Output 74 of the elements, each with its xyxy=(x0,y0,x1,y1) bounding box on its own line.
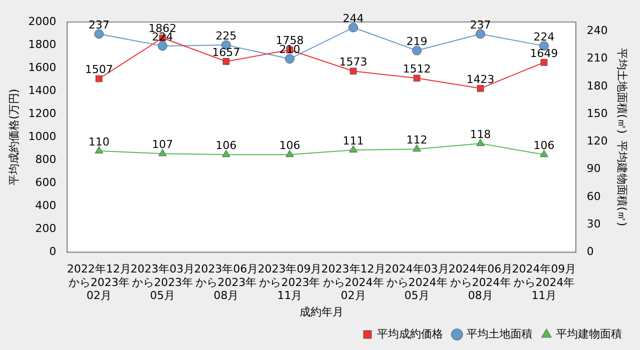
point xyxy=(286,150,294,158)
y2-tick-label: 90 xyxy=(586,162,601,176)
y2-tick-label: 0 xyxy=(586,245,594,258)
point xyxy=(222,150,230,158)
y2-tick-label: 30 xyxy=(586,217,601,230)
y-tick-label: 0 xyxy=(49,245,56,258)
data-label: 219 xyxy=(406,34,428,48)
y-tick-label: 600 xyxy=(35,176,56,189)
data-label: 1657 xyxy=(212,46,240,59)
data-label: 110 xyxy=(88,135,110,148)
x-tick-label: 2024年03月から2024年05月 xyxy=(384,262,449,302)
point xyxy=(284,54,294,64)
data-label: 1573 xyxy=(339,56,368,69)
data-label: 111 xyxy=(342,134,364,148)
point xyxy=(94,29,104,39)
point xyxy=(540,150,548,158)
y-tick-label: 1000 xyxy=(28,130,56,143)
point xyxy=(348,22,358,32)
point xyxy=(349,145,358,152)
y-tick-label: 1200 xyxy=(28,106,56,120)
data-label: 1423 xyxy=(466,72,494,86)
data-label: 244 xyxy=(342,12,364,25)
point xyxy=(412,144,422,152)
point xyxy=(96,75,102,82)
point xyxy=(94,146,104,154)
y2-tick-label: 150 xyxy=(586,106,608,120)
point xyxy=(158,41,168,51)
x-tick-label: 2023年12月から2024年02月 xyxy=(321,262,386,302)
legend-label: 平均土地面積 xyxy=(466,327,532,340)
data-label: 237 xyxy=(470,18,491,32)
data-label: 118 xyxy=(470,128,491,141)
point xyxy=(158,148,167,156)
x-tick-label: 2024年09月から2024年11月 xyxy=(512,262,576,302)
point xyxy=(412,46,422,56)
data-label: 1649 xyxy=(530,46,558,60)
data-label: 106 xyxy=(534,138,555,152)
data-label: 1512 xyxy=(402,62,431,76)
point xyxy=(222,58,230,65)
data-label: 106 xyxy=(216,138,237,152)
point xyxy=(476,138,485,146)
data-label: 237 xyxy=(88,18,110,32)
point xyxy=(476,29,486,39)
y-tick-label: 200 xyxy=(35,222,56,236)
y2-tick-label: 210 xyxy=(586,52,608,65)
y2-tick-label: 240 xyxy=(586,24,608,38)
point xyxy=(477,84,484,92)
y2-tick-label: 120 xyxy=(586,134,608,148)
y-tick-label: 400 xyxy=(35,199,56,212)
x-tick-label: 2022年12月から2023年02月 xyxy=(66,262,131,302)
legend-label: 平均成約価格 xyxy=(377,327,443,340)
y-tick-label: 1400 xyxy=(28,84,56,97)
data-label: 1507 xyxy=(84,63,113,76)
data-label: 106 xyxy=(279,138,300,152)
y-axis-title: 平均成約価格(万円) xyxy=(7,88,20,186)
y2-tick-label: 60 xyxy=(586,190,601,203)
x-tick-label: 2023年09月から2023年11月 xyxy=(258,262,322,302)
y-tick-label: 1800 xyxy=(28,38,56,51)
x-axis-title: 成約年月 xyxy=(300,305,344,318)
y2-tick-label: 180 xyxy=(586,79,608,92)
x-tick-label: 2023年03月から2023年05月 xyxy=(130,262,195,302)
y2-axis-title: 平均土地面積(㎡) 平均建物面積(㎡) xyxy=(616,48,629,226)
y-tick-label: 2000 xyxy=(28,14,56,28)
x-tick-label: 2023年06月から2023年08月 xyxy=(194,262,258,302)
y-tick-label: 1600 xyxy=(28,60,56,74)
data-label: 107 xyxy=(152,138,174,152)
x-tick-label: 2024年06月から2024年08月 xyxy=(448,262,512,302)
legend-label: 平均建物面積 xyxy=(556,327,622,340)
point xyxy=(413,74,420,82)
y-tick-label: 800 xyxy=(35,152,56,166)
data-label: 112 xyxy=(406,133,428,146)
data-label: 225 xyxy=(216,29,237,42)
point xyxy=(350,68,357,75)
point xyxy=(540,58,548,66)
data-label: 224 xyxy=(534,30,555,44)
